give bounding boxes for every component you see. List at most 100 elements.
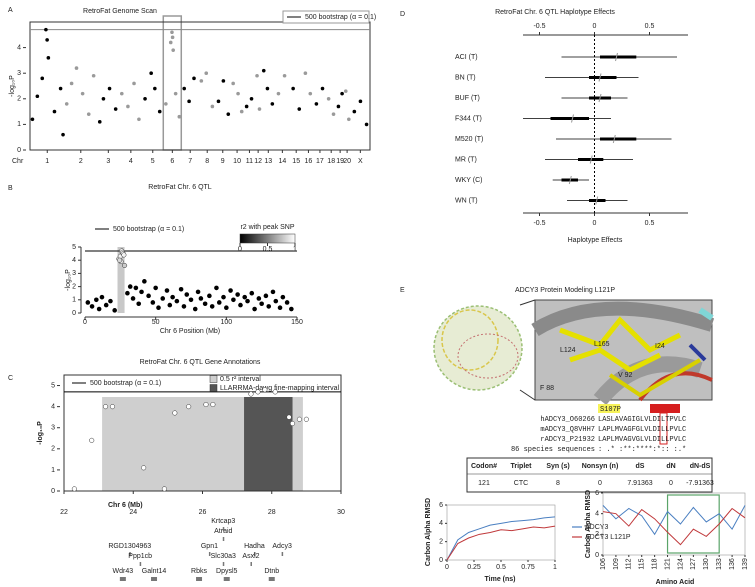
mutation-label: S107P [600,406,621,414]
x-tick-label: 24 [129,509,137,516]
data-point [121,252,127,258]
data-point [146,293,151,299]
data-point [221,294,226,300]
table-cell: CTC [514,480,528,487]
x-tick-label: 10 [233,158,241,165]
data-point [184,292,190,297]
data-point [99,294,105,300]
legend-label: ADCY3 [585,524,608,531]
data-point [132,81,136,86]
data-point [103,302,109,308]
sequence: LASLAVAGIGLVLDILTPVLC [598,416,686,424]
data-point [320,86,325,91]
plot-frame [29,21,371,151]
category-label: BN (T) [455,74,476,81]
residue-label: L124 [560,347,576,354]
x-tick-label: 0 [593,220,597,227]
gene-label: RGD1304963 [108,543,151,550]
table-cell: 0 [669,480,673,487]
y-axis-label: Carbon Alpha RMSD [585,490,592,558]
data-point [256,296,262,301]
category-label: WKY (C) [455,177,482,184]
data-point [272,389,278,395]
data-point [182,86,187,91]
estimate [595,196,599,205]
data-point [112,308,117,313]
plot-frame [602,492,746,556]
legend-label: 500 bootstrap (α = 0.1) [90,380,161,387]
data-point [187,99,191,104]
data-point [236,91,240,96]
table-cell: -7.91363 [686,480,714,487]
y-tick-label: 4 [72,257,76,264]
gene-marker [268,577,275,581]
data-point [109,404,116,410]
gene-marker [250,562,252,566]
x-tick-label: 12 [254,158,262,165]
data-point [340,91,344,96]
data-point [46,56,51,60]
data-point [117,257,123,263]
sequence-name: hADCY3_O60266 [540,416,595,424]
x-tick-label: 50 [152,319,160,326]
gene-label: Ppp1cb [128,553,152,560]
data-point [164,288,170,293]
data-point [303,71,308,75]
y-tick-label: 2 [17,96,21,103]
x-axis-label: Haplotype Effects [568,237,623,244]
y-tick-label: 0 [51,488,55,495]
data-point [172,410,178,416]
data-point [181,304,187,309]
data-point [45,38,49,42]
colorbar-label: r2 with peak SNP [240,224,294,231]
gene-marker [119,577,126,581]
x-tick-label: 0.5 [645,23,655,30]
data-point [195,289,201,295]
data-point [231,81,235,86]
category-label: M520 (T) [455,136,483,143]
table-header: Codon# [471,463,497,470]
panel-label: E [400,287,405,294]
data-point [270,289,276,295]
data-point [331,112,336,116]
data-point [188,297,194,303]
x-axis-label: Chr 6 (Mb) [108,502,143,509]
table-header: Nonsyn (n) [582,463,619,470]
data-point [326,97,331,101]
y-tick-label: 6 [439,502,443,509]
region [244,397,293,491]
x-axis-label: Chr [12,158,24,165]
gene-label: Gpn1 [201,543,218,550]
data-point [35,94,40,99]
estimate [568,175,572,185]
x-tick-label: 2 [79,158,83,165]
data-point [107,86,112,91]
data-point [69,81,74,86]
y-tick-label: 5 [72,244,76,251]
gene-label: Asxl2 [242,553,259,560]
colorbar-tick-label: 1 [293,246,297,253]
data-point [161,486,167,492]
x-axis-label: Amino Acid [656,579,695,586]
data-point [238,302,243,308]
gene-marker [281,552,284,556]
y-tick-label: 2 [72,283,76,290]
x-tick-label: 9 [221,158,225,165]
y-tick-label: 3 [17,70,21,77]
x-tick-label: 0.5 [645,220,655,227]
gene-label: Hadha [244,543,265,550]
data-point [244,104,249,109]
data-point [91,73,96,78]
x-tick-label: 0.25 [467,564,481,571]
sequence-name: mADCY3_Q8VHH7 [540,426,595,434]
data-point [160,296,166,301]
colorbar-tick-label: 0 [238,246,242,253]
data-point [257,107,262,111]
data-point [122,262,128,269]
y-tick-label: 0 [17,147,21,154]
estimate [612,134,616,144]
data-point [226,112,231,116]
category-label: BUF (T) [455,95,480,102]
x-tick-label: 0.75 [521,564,535,571]
